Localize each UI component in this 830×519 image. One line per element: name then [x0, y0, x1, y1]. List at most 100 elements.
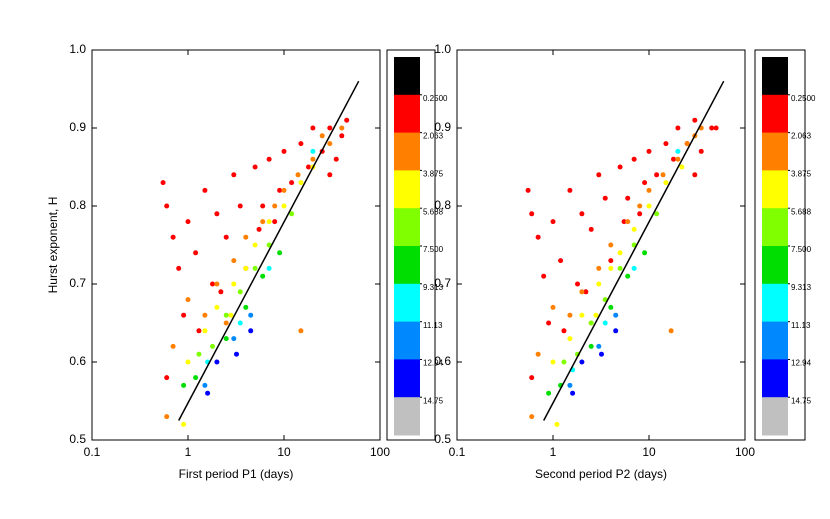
- point: [602, 320, 608, 326]
- point: [579, 211, 585, 217]
- point: [327, 172, 333, 178]
- point: [214, 281, 220, 287]
- colorbar-tick-label: 14.75: [791, 396, 812, 405]
- point: [608, 258, 614, 264]
- point: [684, 141, 690, 147]
- point: [176, 265, 182, 271]
- point: [588, 226, 594, 232]
- point: [625, 219, 631, 225]
- x-tick-label: 100: [370, 445, 390, 459]
- x-tick-label: 0.1: [84, 445, 101, 459]
- point: [709, 125, 715, 131]
- point: [631, 226, 637, 232]
- point: [248, 328, 254, 334]
- point: [228, 312, 234, 318]
- point: [663, 141, 669, 147]
- point: [637, 203, 643, 209]
- point: [529, 211, 535, 217]
- point: [588, 343, 594, 349]
- point: [613, 328, 619, 334]
- point: [223, 336, 229, 342]
- colorbar-tick-label: 7.500: [791, 245, 812, 254]
- point: [281, 187, 287, 193]
- point: [185, 359, 191, 365]
- point: [529, 375, 535, 381]
- point: [596, 281, 602, 287]
- point: [550, 219, 556, 225]
- colorbar-tick-label: 2.063: [423, 132, 444, 141]
- point: [237, 289, 243, 295]
- point: [223, 312, 229, 318]
- colorbar-frame: [386, 49, 436, 441]
- x-tick-label: 1: [550, 445, 557, 459]
- point: [660, 172, 666, 178]
- point: [252, 164, 258, 170]
- point: [243, 265, 249, 271]
- point: [193, 375, 199, 381]
- point: [663, 180, 669, 186]
- point: [202, 382, 208, 388]
- point: [625, 195, 631, 201]
- point: [327, 125, 333, 131]
- point: [344, 117, 350, 123]
- point: [529, 414, 535, 420]
- point: [339, 125, 345, 131]
- point: [631, 156, 637, 162]
- point: [550, 304, 556, 310]
- point: [692, 117, 698, 123]
- x-tick-label: 1: [185, 445, 192, 459]
- colorbar-tick-label: 14.75: [423, 396, 444, 405]
- y-tick-label: 0.6: [434, 354, 451, 368]
- point: [617, 250, 623, 256]
- x-tick-label: 10: [277, 445, 291, 459]
- point: [237, 203, 243, 209]
- point: [196, 328, 202, 334]
- y-tick-label: 1.0: [69, 42, 86, 56]
- point: [252, 265, 258, 271]
- point: [181, 312, 187, 318]
- colorbar-band: [394, 359, 420, 398]
- colorbar-band: [762, 170, 788, 209]
- colorbar-tick-label: 11.13: [423, 321, 443, 330]
- point: [579, 289, 585, 295]
- plot-frame: [456, 49, 746, 441]
- point: [554, 421, 560, 427]
- point: [646, 203, 652, 209]
- point: [214, 359, 220, 365]
- point: [579, 312, 585, 318]
- point: [654, 211, 660, 217]
- colorbar-tick-label: 0.2500: [791, 94, 816, 103]
- point: [310, 148, 316, 154]
- point: [550, 359, 556, 365]
- point: [260, 219, 266, 225]
- point: [596, 265, 602, 271]
- point: [541, 273, 547, 279]
- point: [646, 148, 652, 154]
- point: [298, 180, 304, 186]
- point: [567, 312, 573, 318]
- point: [525, 187, 531, 193]
- point: [593, 312, 599, 318]
- point: [327, 141, 333, 147]
- point: [289, 180, 295, 186]
- point: [575, 281, 581, 287]
- colorbar-band: [394, 57, 420, 96]
- point: [561, 328, 567, 334]
- point: [277, 250, 283, 256]
- colorbar-band: [762, 57, 788, 96]
- x-tick-label: 10: [642, 445, 656, 459]
- point: [579, 359, 585, 365]
- colorbar-band: [762, 208, 788, 247]
- point: [223, 320, 229, 326]
- point: [260, 273, 266, 279]
- point: [598, 351, 604, 357]
- point: [306, 164, 312, 170]
- point: [617, 265, 623, 271]
- point: [596, 343, 602, 349]
- point: [675, 125, 681, 131]
- point: [668, 328, 674, 334]
- point: [596, 172, 602, 178]
- y-tick-label: 1.0: [434, 42, 451, 56]
- colorbar-band: [394, 170, 420, 209]
